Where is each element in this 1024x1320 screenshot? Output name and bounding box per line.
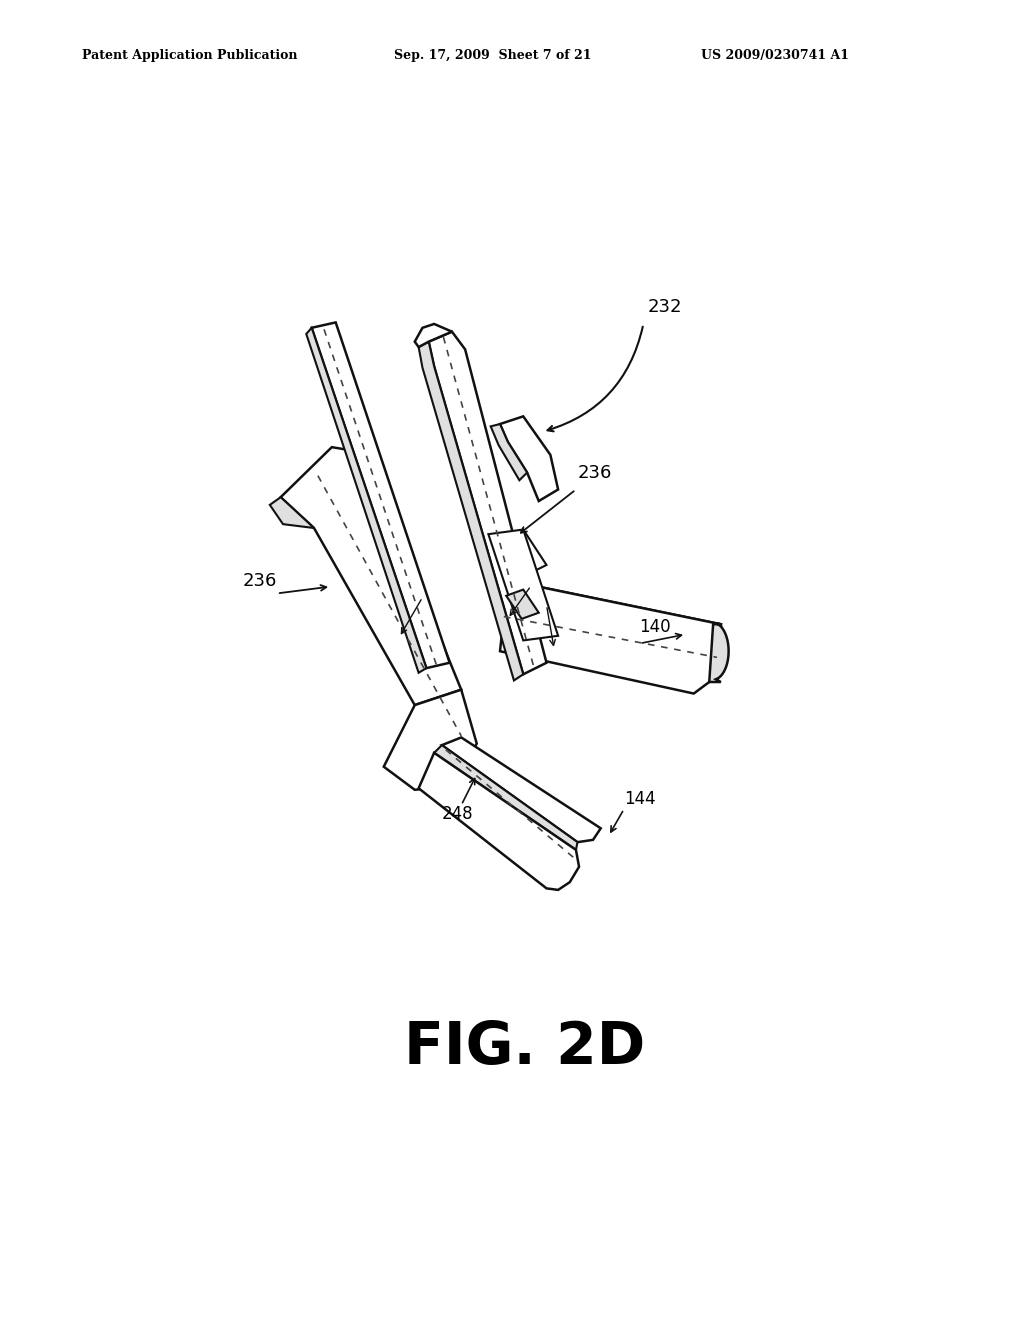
Text: Sep. 17, 2009  Sheet 7 of 21: Sep. 17, 2009 Sheet 7 of 21 — [394, 49, 592, 62]
Text: Patent Application Publication: Patent Application Publication — [82, 49, 297, 62]
Polygon shape — [270, 498, 314, 528]
Polygon shape — [500, 416, 558, 502]
Polygon shape — [508, 529, 547, 573]
Text: FIG. 2D: FIG. 2D — [404, 1019, 645, 1076]
Text: 144: 144 — [624, 789, 655, 808]
Text: US 2009/0230741 A1: US 2009/0230741 A1 — [701, 49, 850, 62]
Polygon shape — [306, 327, 426, 673]
Polygon shape — [488, 529, 558, 640]
Polygon shape — [419, 752, 579, 890]
Polygon shape — [429, 331, 547, 675]
Polygon shape — [281, 447, 461, 705]
Polygon shape — [500, 581, 725, 693]
Text: 140: 140 — [640, 618, 671, 636]
Polygon shape — [434, 744, 578, 850]
Text: 236: 236 — [243, 572, 278, 590]
Text: 232: 232 — [647, 298, 682, 317]
Polygon shape — [419, 342, 523, 681]
Text: 236: 236 — [578, 463, 612, 482]
Polygon shape — [311, 322, 450, 668]
Polygon shape — [710, 623, 729, 682]
Polygon shape — [442, 738, 601, 842]
Text: 248: 248 — [442, 805, 473, 824]
Polygon shape — [415, 323, 452, 347]
Polygon shape — [384, 689, 477, 789]
Polygon shape — [500, 581, 721, 640]
Polygon shape — [490, 424, 527, 480]
Polygon shape — [506, 590, 539, 619]
